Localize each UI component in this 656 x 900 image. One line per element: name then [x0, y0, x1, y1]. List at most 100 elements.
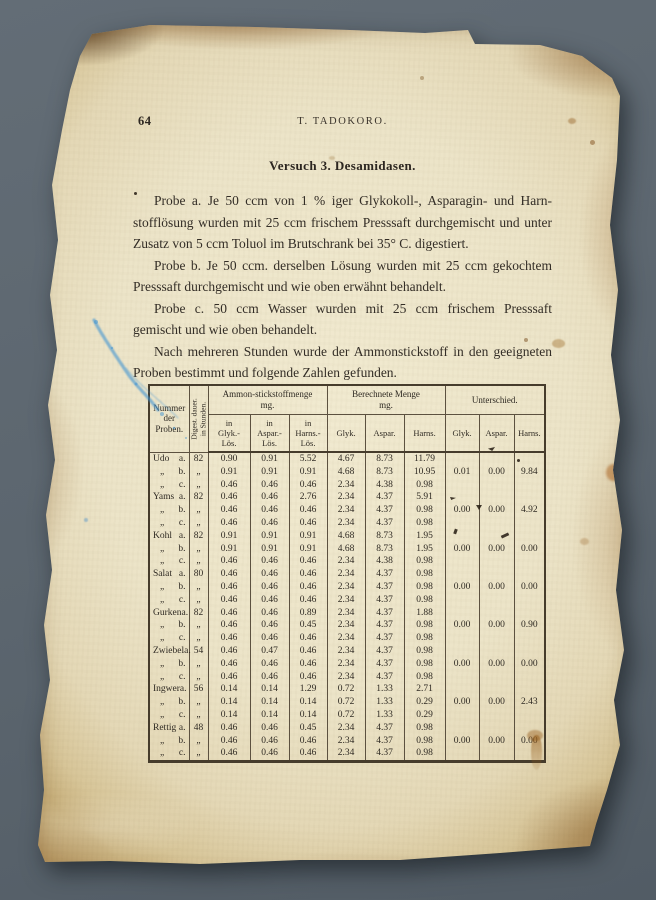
probe-name: „ [160, 466, 165, 477]
paragraph-probe-a: Probe a. Je 50 ccm von 1 % iger Glykokol… [133, 190, 552, 255]
cell-berechnet-value: 0.98 [403, 644, 446, 658]
cell-ammon-value: 0.46 [249, 747, 289, 762]
probe-name-layout: „ b. [150, 504, 189, 517]
cell-digest-hours: „ [188, 542, 208, 556]
table-row: „ c. „ 0.46 0.46 0.46 2.34 4.38 0.98 [148, 478, 545, 492]
cell-berechnet-value: 2.34 [326, 568, 366, 581]
cell-berechnet-value: 4.67 [326, 452, 366, 466]
cell-ammon-value: 0.46 [288, 555, 328, 569]
column-subheader: Glyk. [326, 414, 366, 453]
cell-ammon-value: 0.46 [207, 478, 250, 492]
cell-berechnet-value: 2.34 [326, 632, 366, 645]
cell-probe-name: „ c. [148, 555, 189, 569]
paragraph-probe-b: Probe b. Je 50 ccm. derselben Lösung wur… [133, 255, 552, 298]
cell-berechnet-value: 2.34 [326, 606, 366, 620]
running-head: T. TADOKORO. [297, 116, 388, 127]
cell-probe-name: „ c. [148, 708, 189, 722]
stain-spot [580, 538, 589, 545]
cell-ammon-value: 0.46 [249, 478, 289, 492]
cell-ammon-value: 0.46 [249, 632, 289, 645]
cell-digest-hours: „ [188, 670, 208, 684]
probe-name-layout: „ c. [150, 632, 189, 645]
probe-letter: b. [178, 466, 186, 477]
cell-digest-hours: 48 [188, 721, 208, 735]
table-row: Kohl a. 82 0.91 0.91 0.91 4.68 8.73 1.95 0.00 0.00… [148, 529, 546, 569]
cell-probe-name: „ c. [148, 516, 189, 530]
probe-name: „ [160, 594, 165, 605]
cell-berechnet-value: 2.34 [326, 747, 366, 762]
column-header-proben: Nummer der Proben. [148, 385, 189, 453]
cell-ammon-value: 0.14 [288, 708, 328, 722]
cell-ammon-value: 0.46 [207, 555, 250, 569]
cell-digest-hours: „ [188, 555, 208, 569]
cell-unterschied-value: 9.84 [513, 452, 546, 492]
cell-ammon-value: 0.91 [249, 542, 289, 556]
cell-probe-name: „ b. [148, 580, 189, 594]
probe-name: Ingwer [153, 684, 180, 695]
probe-letter: b. [178, 735, 186, 746]
probe-name-layout: „ b. [150, 466, 189, 479]
cell-berechnet-value: 0.98 [403, 555, 446, 569]
cell-berechnet-value: 2.34 [326, 670, 366, 684]
probe-name-layout: „ b. [150, 619, 189, 632]
cell-berechnet-value: 2.34 [326, 504, 366, 517]
cell-probe-name: Kohl a. [148, 529, 189, 543]
probe-letter: b. [178, 620, 186, 631]
table-row: „ c. „ 0.46 0.46 0.46 2.34 4.37 0.98 [148, 670, 545, 684]
group-header-line: Ammon-stickstoffmenge [222, 389, 313, 400]
cell-ammon-value: 0.91 [288, 465, 328, 479]
cell-unterschied-value: 0.01 [444, 452, 480, 492]
probe-letter: a. [179, 684, 187, 695]
cell-berechnet-value: 2.34 [326, 657, 366, 671]
probe-letter: a. [178, 530, 186, 541]
cell-ammon-value: 0.46 [249, 606, 289, 620]
cell-berechnet-value: 2.34 [326, 555, 366, 569]
probe-name-layout: „ c. [150, 709, 189, 722]
table-row: „ c. „ 0.46 0.46 0.46 2.34 4.37 0.98 [148, 516, 545, 530]
cell-berechnet-value: 2.34 [326, 491, 366, 505]
cell-ammon-value: 0.91 [249, 452, 289, 466]
cell-ammon-value: 0.91 [207, 529, 250, 543]
cell-ammon-value: 0.46 [207, 657, 250, 671]
cell-digest-hours: 82 [188, 606, 208, 620]
table-row: Salat a. 80 0.46 0.46 0.46 2.34 4.37 0.98 0.00 0.0… [148, 568, 546, 607]
cell-unterschied-value: 0.00 [513, 529, 546, 569]
cell-ammon-value: 0.46 [249, 593, 289, 607]
probe-letter: a. [178, 569, 186, 580]
cell-berechnet-value: 0.29 [403, 696, 446, 709]
cell-digest-hours: „ [188, 465, 208, 479]
cell-ammon-value: 0.46 [207, 504, 250, 517]
column-subheader: in Aspar.- Lös. [249, 414, 289, 453]
cell-digest-hours: 54 [188, 644, 208, 658]
probe-letter: c. [178, 748, 186, 759]
cell-berechnet-value: 0.98 [403, 721, 446, 735]
probe-letter: b. [178, 581, 186, 592]
cell-unterschied-value: 0.00 [478, 568, 515, 607]
cell-berechnet-value: 0.72 [326, 683, 366, 697]
cell-berechnet-value: 5.91 [403, 491, 446, 505]
column-group-header: Ammon-stickstoffmenge mg. [207, 385, 328, 415]
probe-name: Rettig [153, 722, 177, 733]
cell-berechnet-value: 2.34 [326, 478, 366, 492]
scanned-page: 64 T. TADOKORO. Versuch 3. Desamidasen. … [38, 25, 624, 864]
header-group-row: Nummer der Proben. Digest. dauer. in Stund… [148, 385, 546, 453]
table-row: „ c. „ 0.46 0.46 0.46 2.34 4.37 0.98 [148, 593, 545, 607]
probe-name-layout: „ b. [150, 735, 189, 748]
probe-name: „ [160, 556, 165, 567]
probe-name-layout: „ b. [150, 696, 189, 709]
subheader-line: Harns.- [295, 427, 321, 438]
probe-name-layout: „ c. [150, 747, 189, 760]
table-row: „ b. „ 0.46 0.46 0.46 2.34 4.37 0.98 [148, 580, 545, 594]
probe-letter: c. [178, 671, 186, 682]
cell-ammon-value: 0.46 [207, 568, 250, 581]
cell-ammon-value: 0.46 [207, 593, 250, 607]
paragraph-results-intro: Nach mehreren Stunden wurde der Ammonsti… [133, 341, 552, 384]
probe-name: Udo [153, 453, 170, 464]
probe-letter: c. [178, 633, 186, 644]
cell-berechnet-value: 4.37 [364, 491, 405, 505]
cell-ammon-value: 0.46 [249, 619, 289, 633]
cell-ammon-value: 0.46 [249, 568, 289, 581]
cell-unterschied-value: 4.92 [513, 491, 546, 530]
column-subheader: Aspar. [478, 414, 515, 453]
column-subheader: in Glyk.- Lös. [207, 414, 250, 453]
